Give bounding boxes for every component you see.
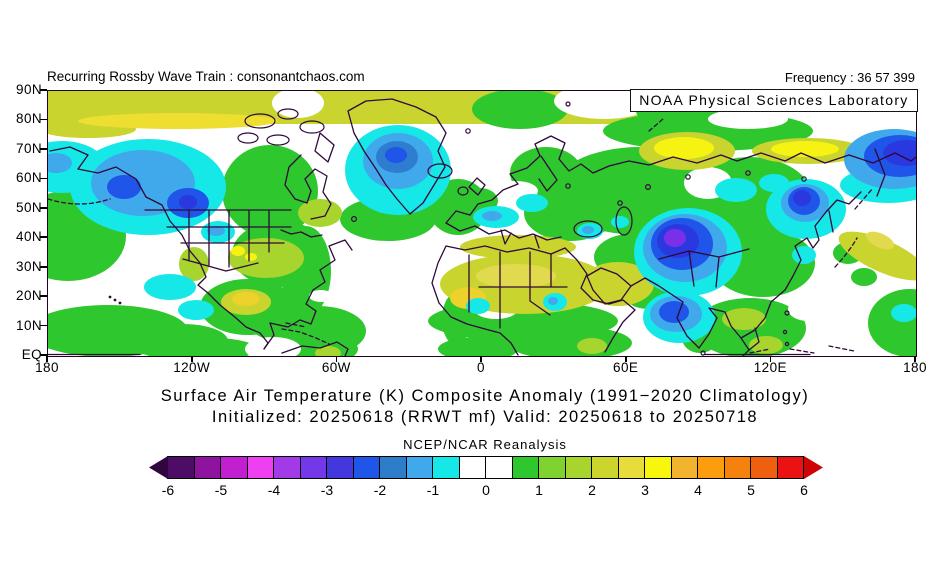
lon-tick-label: 60E — [613, 360, 639, 375]
amur-cold-anomaly — [766, 179, 846, 239]
colorbar-labels: -6 -5 -4 -3 -2 -1 0 1 2 3 4 5 6 — [162, 482, 808, 500]
frequency-readout: Frequency : 36 57 399 — [784, 70, 915, 85]
colorbar-tick-label: -4 — [267, 482, 281, 498]
lon-tick-mark — [769, 356, 772, 362]
colorbar-segment — [750, 456, 778, 479]
lat-tick-mark — [40, 118, 47, 121]
plot-subtitle: Initialized: 20250618 (RRWT mf) Valid: 2… — [211, 408, 759, 426]
coastline-overlay — [48, 98, 916, 356]
alaska-cold-anomaly — [70, 139, 226, 235]
lat-tick-mark — [40, 206, 47, 209]
lat-tick-label: 30N — [16, 258, 42, 274]
lon-tick-mark — [190, 356, 193, 362]
colorbar-segment — [405, 456, 433, 479]
colorbar-segment — [220, 456, 248, 479]
colorbar-segment — [644, 456, 672, 479]
colorbar-segment — [379, 456, 407, 479]
lon-tick-label: 120E — [753, 360, 787, 375]
colorbar-segment — [670, 456, 698, 479]
colorbar-tick-label: -5 — [214, 482, 228, 498]
lat-tick-label: 90N — [16, 82, 42, 97]
india-cold-anomaly — [643, 291, 715, 343]
colorbar-segment — [193, 456, 221, 479]
colorbar-tick-label: -3 — [320, 482, 334, 498]
colorbar-segment — [326, 456, 354, 479]
colorbar-right-arrow — [804, 456, 823, 479]
colorbar-tick-label: 6 — [800, 482, 808, 498]
colorbar-tick-label: 4 — [694, 482, 702, 498]
japan-east-warm-anomaly — [838, 231, 916, 281]
lon-tick-label: 180 — [35, 360, 59, 375]
lat-tick-mark — [40, 89, 47, 91]
lat-tick-label: 50N — [16, 199, 42, 215]
colorbar-segment — [167, 456, 195, 479]
colorbar-segment — [299, 456, 327, 479]
west-us-cold-anomaly — [201, 221, 235, 243]
warm-anomaly-shapes — [48, 91, 916, 356]
lon-tick-label: 60W — [321, 360, 351, 375]
lat-tick-label: 80N — [16, 111, 42, 127]
lat-tick-label: 60N — [16, 170, 42, 186]
colorbar-tick-label: -6 — [161, 482, 175, 498]
colorbar — [149, 456, 823, 479]
greenland-cold-anomaly — [345, 125, 451, 215]
colorbar-segments — [167, 456, 804, 479]
colorbar-segment — [458, 456, 486, 479]
colorbar-segment — [246, 456, 274, 479]
colorbar-segment — [723, 456, 751, 479]
colorbar-segment — [352, 456, 380, 479]
colorbar-tick-label: -1 — [426, 482, 440, 498]
lat-tick-mark — [40, 177, 47, 180]
lat-tick-label: 10N — [16, 317, 42, 333]
lon-tick-mark — [46, 356, 48, 362]
colorbar-segment — [273, 456, 301, 479]
colorbar-title: NCEP/NCAR Reanalysis — [403, 437, 567, 452]
west-siberia-warm-anomaly — [639, 132, 735, 170]
noaa-psl-watermark: NOAA Physical Sciences Laboratory — [630, 89, 918, 113]
lon-tick-label: 120W — [173, 360, 211, 375]
anomaly-map — [48, 91, 916, 356]
east-siberia-coast-warm-anomaly — [752, 138, 864, 164]
plot-title: Surface Air Temperature (K) Composite An… — [160, 387, 810, 405]
colorbar-segment — [697, 456, 725, 479]
colorbar-segment — [591, 456, 619, 479]
sudan-cold-anomaly — [543, 293, 567, 311]
lat-tick-mark — [40, 295, 47, 297]
site-attribution-text: Recurring Rossby Wave Train : consonantc… — [47, 69, 365, 84]
colorbar-segment — [485, 456, 513, 479]
central-asia-cold-anomaly — [634, 208, 742, 296]
colorbar-tick-label: -2 — [373, 482, 387, 498]
lat-tick-mark — [40, 148, 47, 150]
map-plot-area: NOAA Physical Sciences Laboratory — [47, 89, 918, 357]
colorbar-tick-label: 1 — [535, 482, 543, 498]
us-warm-anomaly — [179, 199, 342, 281]
colorbar-segment — [511, 456, 539, 479]
lat-tick-mark — [40, 236, 47, 239]
colorbar-segment — [776, 456, 804, 479]
lon-tick-mark — [335, 356, 338, 362]
lat-tick-label: 20N — [16, 288, 42, 304]
lat-tick-label: 70N — [16, 140, 42, 156]
lat-tick-label: EQ — [21, 347, 42, 362]
colorbar-segment — [617, 456, 645, 479]
lon-tick-label: 180 — [903, 360, 927, 375]
colorbar-tick-label: 5 — [747, 482, 755, 498]
colorbar-segment — [538, 456, 566, 479]
lon-tick-mark — [480, 356, 482, 362]
colorbar-left-arrow — [149, 456, 168, 479]
colorbar-segment — [432, 456, 460, 479]
lat-tick-label: 40N — [16, 229, 42, 245]
lat-tick-mark — [40, 265, 47, 268]
lat-tick-mark — [40, 354, 47, 356]
colorbar-tick-label: 0 — [482, 482, 490, 498]
colorbar-tick-label: 2 — [588, 482, 596, 498]
colorbar-segment — [564, 456, 592, 479]
lon-tick-mark — [914, 356, 916, 362]
lat-tick-mark — [40, 324, 47, 327]
mexico-warm-anomaly — [221, 289, 271, 315]
colorbar-tick-label: 3 — [641, 482, 649, 498]
lon-tick-mark — [624, 356, 627, 362]
lon-tick-label: 0 — [477, 360, 485, 375]
